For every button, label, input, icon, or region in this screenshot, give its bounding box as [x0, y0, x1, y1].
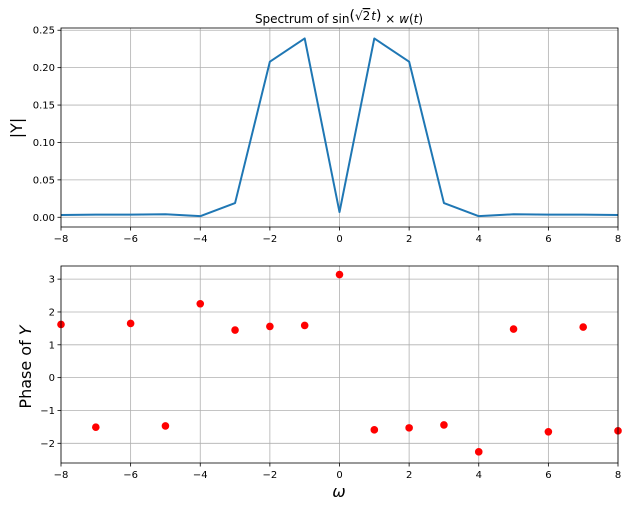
phase-point — [370, 426, 379, 434]
mag-xtick-label: −2 — [263, 234, 278, 245]
chart-title: Spectrum of sin(√2t) × w(t) — [255, 8, 423, 26]
mag-ytick-label: 0.20 — [33, 63, 55, 74]
mag-xtick-label: 2 — [406, 234, 412, 245]
mag-ytick-label: 0.05 — [33, 175, 55, 186]
phase-ytick-label: 1 — [49, 340, 55, 351]
phase-ytick-label: 3 — [49, 275, 55, 286]
y-axis-label-phase: Phase of Y — [16, 324, 35, 408]
x-axis-label: ω — [332, 482, 345, 501]
phase-xtick-label: 6 — [545, 470, 551, 481]
mag-xtick-label: 8 — [615, 234, 621, 245]
phase-point — [544, 428, 553, 436]
mag-xtick-label: 4 — [476, 234, 482, 245]
phase-xtick-label: 4 — [476, 470, 482, 481]
phase-plot: −8 −6 −4 −2 0 2 4 6 8 −2 −1 0 1 2 3 — [40, 265, 622, 481]
phase-xtick-label: −2 — [263, 470, 278, 481]
phase-point — [92, 423, 100, 432]
phase-xtick-label: −8 — [54, 470, 69, 481]
phase-xtick-label: 2 — [406, 470, 412, 481]
phase-point — [579, 323, 587, 331]
mag-ytick-label: 0.25 — [33, 26, 55, 37]
phase-point — [335, 270, 344, 279]
mag-xtick-label: −6 — [123, 234, 138, 245]
mag-xtick-label: −4 — [193, 234, 208, 245]
phase-point — [161, 422, 170, 430]
phase-point — [196, 299, 205, 308]
phase-xtick-label: −4 — [193, 470, 208, 481]
phase-xtick-label: −6 — [123, 470, 138, 481]
phase-ytick-label: −2 — [40, 439, 55, 450]
phase-point — [231, 326, 239, 334]
phase-ytick-label: −1 — [40, 406, 55, 417]
magnitude-plot: −8 −6 −4 −2 0 2 4 6 8 0.00 0.05 0.10 0.15 0.20 0.25 — [33, 26, 621, 245]
mag-xtick-label: 0 — [336, 234, 342, 245]
y-axis-label-magnitude: |Y| — [7, 118, 26, 139]
magnitude-series-line — [60, 37, 619, 218]
mag-ytick-label: 0.15 — [33, 101, 55, 112]
mag-ytick-label: 0.00 — [33, 213, 55, 224]
phase-point — [440, 421, 448, 429]
mag-ytick-label: 0.10 — [33, 138, 55, 149]
phase-point — [474, 448, 483, 456]
phase-xtick-label: 0 — [336, 470, 342, 481]
phase-ytick-label: 2 — [49, 307, 55, 318]
phase-ytick-label: 0 — [49, 373, 55, 384]
phase-xtick-label: 8 — [615, 470, 621, 481]
phase-point — [405, 424, 413, 432]
mag-xtick-label: 6 — [545, 234, 551, 245]
phase-point — [126, 319, 135, 328]
phase-point — [300, 321, 309, 330]
mag-xtick-label: −8 — [54, 234, 69, 245]
phase-point — [509, 325, 518, 333]
phase-point — [266, 322, 274, 331]
